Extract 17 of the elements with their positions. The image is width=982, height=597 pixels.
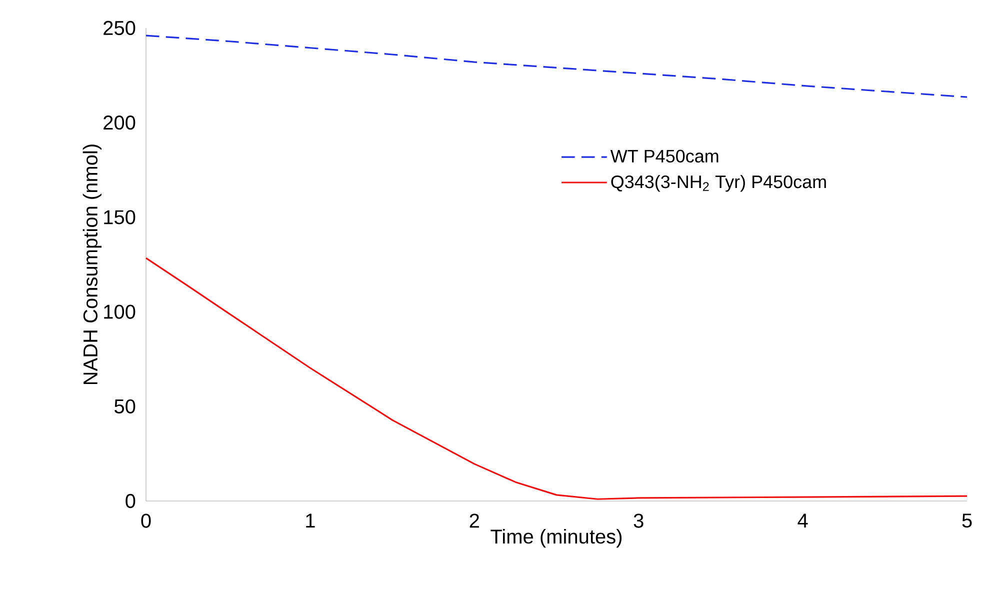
legend-label: WT P450cam xyxy=(610,150,718,163)
y-tick-label: 100 xyxy=(104,304,136,319)
y-tick-label: 150 xyxy=(104,210,136,224)
y-tick-label: 200 xyxy=(104,116,136,130)
y-tick-label: 0 xyxy=(126,494,136,508)
y-tick-label: 250 xyxy=(104,20,136,36)
x-tick-label: 3 xyxy=(634,514,644,528)
legend-label: Q343(3-NH$_{2}$ Tyr) P450cam xyxy=(611,174,826,192)
x-tick-label: 4 xyxy=(798,514,808,528)
line-series xyxy=(145,34,968,98)
y-axis-title: NADH Consumption (nmol) xyxy=(82,144,102,384)
x-tick-label: 1 xyxy=(306,514,315,528)
x-tick-label: 5 xyxy=(962,514,972,528)
x-tick-label: 0 xyxy=(141,514,151,528)
x-tick-label: 2 xyxy=(470,514,479,528)
y-tick-label: 50 xyxy=(114,399,136,414)
x-axis-title: Time (minutes) xyxy=(490,528,622,548)
